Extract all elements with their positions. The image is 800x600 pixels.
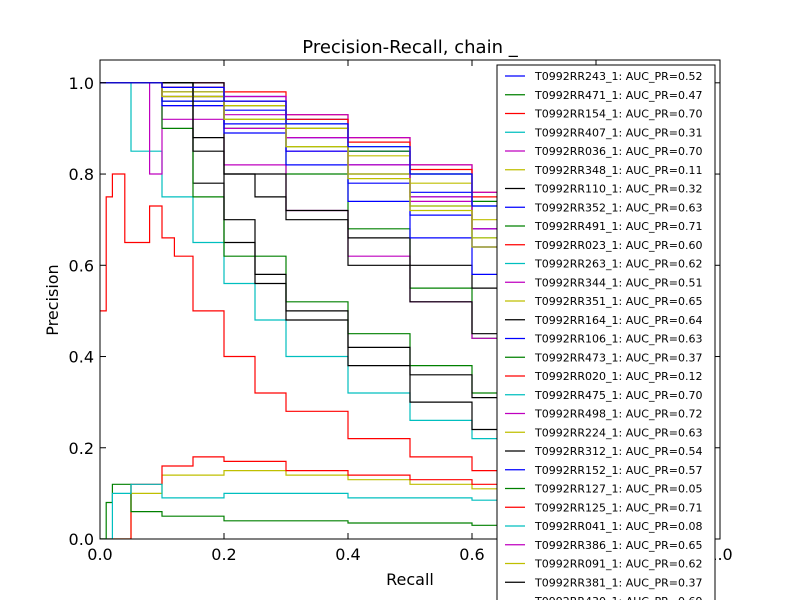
legend-entry-12: T0992RR351_1: AUC_PR=0.65 xyxy=(505,295,702,308)
legend-label: T0992RR164_1: AUC_PR=0.64 xyxy=(534,314,702,327)
legend-label: T0992RR127_1: AUC_PR=0.05 xyxy=(534,483,702,496)
y-tick-label: 0.2 xyxy=(69,439,94,458)
legend-entry-0: T0992RR243_1: AUC_PR=0.52 xyxy=(505,70,702,83)
series-line-9 xyxy=(100,173,535,480)
legend-label: T0992RR036_1: AUC_PR=0.70 xyxy=(534,145,702,158)
series-line-20 xyxy=(100,82,535,366)
legend-entry-27: T0992RR381_1: AUC_PR=0.37 xyxy=(505,576,702,589)
legend-entry-4: T0992RR036_1: AUC_PR=0.70 xyxy=(505,145,702,158)
chart-title: Precision-Recall, chain _ xyxy=(302,37,518,58)
legend-entry-23: T0992RR125_1: AUC_PR=0.71 xyxy=(505,501,702,514)
legend-label: T0992RR498_1: AUC_PR=0.72 xyxy=(534,408,702,421)
x-tick-label: 0.6 xyxy=(459,545,484,564)
y-tick-label: 0.6 xyxy=(69,256,94,275)
legend-entry-8: T0992RR491_1: AUC_PR=0.71 xyxy=(505,220,702,233)
legend-label: T0992RR348_1: AUC_PR=0.11 xyxy=(534,164,702,177)
legend-entry-2: T0992RR154_1: AUC_PR=0.70 xyxy=(505,108,702,121)
legend-entry-22: T0992RR127_1: AUC_PR=0.05 xyxy=(505,483,702,496)
legend: T0992RR243_1: AUC_PR=0.52 T0992RR471_1: A… xyxy=(496,64,716,600)
legend-entry-13: T0992RR164_1: AUC_PR=0.64 xyxy=(505,314,702,327)
legend-label: T0992RR263_1: AUC_PR=0.62 xyxy=(534,258,702,271)
legend-entry-3: T0992RR407_1: AUC_PR=0.31 xyxy=(505,126,702,139)
y-tick-label: 0.8 xyxy=(69,165,94,184)
legend-entry-5: T0992RR348_1: AUC_PR=0.11 xyxy=(505,164,702,177)
x-axis-label: Recall xyxy=(386,570,434,589)
legend-label: T0992RR110_1: AUC_PR=0.32 xyxy=(534,183,702,196)
series-line-22 xyxy=(100,483,534,539)
legend-entry-7: T0992RR352_1: AUC_PR=0.63 xyxy=(505,201,702,214)
x-tick-label: 0.0 xyxy=(87,545,112,564)
legend-entry-1: T0992RR471_1: AUC_PR=0.47 xyxy=(505,89,702,102)
legend-entry-11: T0992RR344_1: AUC_PR=0.51 xyxy=(505,276,702,289)
legend-entry-24: T0992RR041_1: AUC_PR=0.08 xyxy=(505,520,702,533)
legend-label: T0992RR106_1: AUC_PR=0.63 xyxy=(534,333,702,346)
x-tick-label: 0.4 xyxy=(335,545,360,564)
legend-label: T0992RR475_1: AUC_PR=0.70 xyxy=(534,389,702,402)
legend-label: T0992RR407_1: AUC_PR=0.31 xyxy=(534,126,702,139)
legend-entry-15: T0992RR473_1: AUC_PR=0.37 xyxy=(505,351,702,364)
legend-entry-14: T0992RR106_1: AUC_PR=0.63 xyxy=(505,333,702,346)
series-line-5 xyxy=(100,470,535,539)
legend-label: T0992RR491_1: AUC_PR=0.71 xyxy=(534,220,702,233)
legend-entry-9: T0992RR023_1: AUC_PR=0.60 xyxy=(505,239,702,252)
legend-label: T0992RR386_1: AUC_PR=0.65 xyxy=(534,539,702,552)
legend-label: T0992RR430_1: AUC_PR=0.69 xyxy=(534,595,702,600)
y-tick-label: 0.4 xyxy=(69,348,94,367)
series-line-27 xyxy=(100,82,535,412)
legend-label: T0992RR023_1: AUC_PR=0.60 xyxy=(534,239,702,252)
legend-label: T0992RR473_1: AUC_PR=0.37 xyxy=(534,351,702,364)
series-line-6 xyxy=(100,82,535,448)
legend-entry-25: T0992RR386_1: AUC_PR=0.65 xyxy=(505,539,702,552)
legend-label: T0992RR351_1: AUC_PR=0.65 xyxy=(534,295,702,308)
legend-label: T0992RR471_1: AUC_PR=0.47 xyxy=(534,89,702,102)
legend-frame xyxy=(496,64,716,600)
legend-entry-17: T0992RR475_1: AUC_PR=0.70 xyxy=(505,389,702,402)
y-axis-label: Precision xyxy=(43,264,62,335)
legend-label: T0992RR352_1: AUC_PR=0.63 xyxy=(534,201,702,214)
legend-entry-20: T0992RR312_1: AUC_PR=0.54 xyxy=(505,445,702,458)
series-line-24 xyxy=(100,483,535,539)
legend-entry-16: T0992RR020_1: AUC_PR=0.12 xyxy=(505,370,702,383)
legend-entry-26: T0992RR091_1: AUC_PR=0.62 xyxy=(505,558,702,571)
legend-label: T0992RR041_1: AUC_PR=0.08 xyxy=(534,520,702,533)
legend-label: T0992RR224_1: AUC_PR=0.63 xyxy=(534,426,702,439)
legend-entry-10: T0992RR263_1: AUC_PR=0.62 xyxy=(505,258,702,271)
y-tick-label: 1.0 xyxy=(69,74,94,93)
legend-entry-21: T0992RR152_1: AUC_PR=0.57 xyxy=(505,464,702,477)
legend-entry-28: T0992RR430_1: AUC_PR=0.69 xyxy=(534,595,702,600)
legend-entries: T0992RR243_1: AUC_PR=0.52 T0992RR471_1: A… xyxy=(505,70,702,600)
legend-label: T0992RR312_1: AUC_PR=0.54 xyxy=(534,445,702,458)
legend-label: T0992RR381_1: AUC_PR=0.37 xyxy=(534,576,702,589)
legend-label: T0992RR091_1: AUC_PR=0.62 xyxy=(534,558,702,571)
legend-label: T0992RR125_1: AUC_PR=0.71 xyxy=(534,501,702,514)
series-lines xyxy=(100,82,535,539)
y-axis-ticks: 0.0 0.2 0.4 0.6 0.8 1.0 xyxy=(69,74,720,549)
legend-label: T0992RR020_1: AUC_PR=0.12 xyxy=(534,370,702,383)
plot-frame xyxy=(99,59,721,540)
x-tick-label: 0.2 xyxy=(211,545,236,564)
legend-label: T0992RR154_1: AUC_PR=0.70 xyxy=(534,108,702,121)
legend-label: T0992RR243_1: AUC_PR=0.52 xyxy=(534,70,702,83)
series-line-28 xyxy=(100,82,535,238)
y-tick-label: 0.0 xyxy=(69,530,94,549)
legend-label: T0992RR344_1: AUC_PR=0.51 xyxy=(534,276,702,289)
legend-label: T0992RR152_1: AUC_PR=0.57 xyxy=(534,464,702,477)
legend-entry-19: T0992RR224_1: AUC_PR=0.63 xyxy=(505,426,702,439)
legend-entry-18: T0992RR498_1: AUC_PR=0.72 xyxy=(505,408,702,421)
legend-entry-6: T0992RR110_1: AUC_PR=0.32 xyxy=(505,183,702,196)
